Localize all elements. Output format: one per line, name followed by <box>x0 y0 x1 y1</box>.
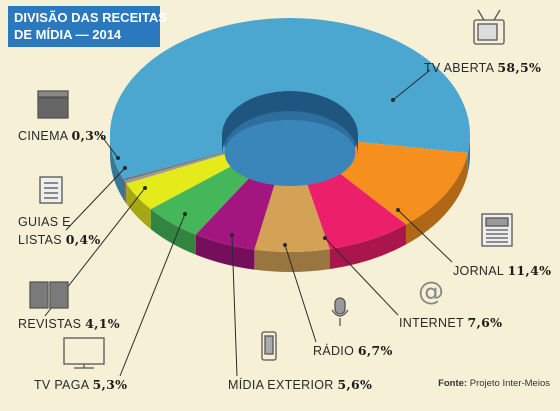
label-guias-e-listas-name-line-1: GUIAS E <box>18 215 71 229</box>
label-guias-e-listas-name-line-2: LISTAS <box>18 233 62 247</box>
category-icons: @ <box>29 9 513 369</box>
slice-tv-aberta <box>110 17 471 179</box>
leader-line-tv-paga <box>119 213 186 377</box>
leader-line-cinema <box>99 133 119 159</box>
label-radio-value: 6,7% <box>357 343 393 358</box>
slice-side-tv-paga <box>150 209 196 255</box>
label-radio: RÁDIO 6,7% <box>313 343 393 358</box>
slice-tv-paga <box>150 162 255 235</box>
slice-jornal <box>333 141 468 225</box>
source-label: Fonte: <box>438 378 468 389</box>
slice-side-cinema <box>123 178 125 201</box>
slice-side-tv-aberta <box>467 135 470 173</box>
chart-title-line-1: DIVISÃO DAS RECEITAS <box>14 10 167 25</box>
leader-line-jornal <box>397 209 453 263</box>
billboard-icon <box>261 331 277 361</box>
label-guias-e-listas: GUIAS E LISTAS 0,4% <box>18 214 101 249</box>
chart-title: DIVISÃO DAS RECEITAS DE MÍDIA — 2014 <box>8 6 167 47</box>
label-internet: INTERNET 7,6% <box>399 315 502 330</box>
leader-dot-cinema <box>116 156 120 160</box>
label-tv-paga: TV PAGA 5,3% <box>34 377 127 392</box>
slice-side-guias-e-listas <box>124 180 127 204</box>
label-cinema-value: 0,3% <box>71 128 107 143</box>
label-jornal-name: JORNAL <box>453 264 504 278</box>
slice-guias-e-listas <box>124 152 229 184</box>
label-cinema: CINEMA 0,3% <box>18 128 106 143</box>
label-tv-paga-name: TV PAGA <box>34 378 89 392</box>
leader-line-midia-exterior <box>231 234 238 377</box>
slice-r-dio <box>254 177 330 253</box>
leader-dot-internet <box>323 236 327 240</box>
source-note: Fonte: Projeto Inter-Meios <box>438 378 550 389</box>
donut-hole-wall <box>222 91 358 155</box>
at-sign-icon: @ <box>418 277 444 307</box>
leader-dot-tv-aberta <box>391 98 395 102</box>
slice-side-r-dio <box>254 249 330 273</box>
label-internet-value: 7,6% <box>467 315 503 330</box>
leader-dot-midia-exterior <box>230 233 234 237</box>
label-midia-exterior: MÍDIA EXTERIOR 5,6% <box>228 377 372 392</box>
source-text: Projeto Inter-Meios <box>469 378 550 389</box>
notepad-icon <box>39 176 63 204</box>
tv-icon <box>473 9 505 45</box>
newspaper-icon <box>481 213 513 247</box>
slice-cinema <box>123 151 228 181</box>
label-midia-exterior-value: 5,6% <box>337 377 373 392</box>
label-revistas-value: 4,1% <box>85 316 120 331</box>
label-radio-name: RÁDIO <box>313 344 355 358</box>
donut-chart <box>110 17 471 273</box>
label-tv-aberta: TV ABERTA 58,5% <box>424 60 541 75</box>
slice-internet <box>304 168 406 250</box>
svg-text:@: @ <box>418 277 444 307</box>
label-guias-e-listas-value: 0,4% <box>65 232 101 247</box>
label-internet-name: INTERNET <box>399 316 464 330</box>
leader-dot-jornal <box>396 208 400 212</box>
label-revistas: REVISTAS 4,1% <box>18 316 120 331</box>
label-cinema-name: CINEMA <box>18 129 68 143</box>
label-tv-aberta-name: TV ABERTA <box>424 61 494 75</box>
leader-line-radio <box>284 244 317 343</box>
open-book-icon <box>29 281 69 309</box>
clapperboard-icon <box>37 90 69 119</box>
leader-dot-revistas <box>143 186 147 190</box>
slice-m-dia-exterior <box>195 172 277 250</box>
donut-hole-floor <box>224 120 356 186</box>
slice-side-internet <box>329 224 406 270</box>
slice-side-revistas <box>126 183 151 230</box>
flat-tv-icon <box>63 337 105 369</box>
leader-dot-guias-e-listas <box>123 166 127 170</box>
label-tv-paga-value: 5,3% <box>92 377 128 392</box>
leader-dot-radio <box>283 243 287 247</box>
slice-revistas <box>126 153 238 210</box>
slice-side-tv-aberta <box>110 135 124 199</box>
microphone-icon <box>331 297 349 326</box>
label-jornal: JORNAL 11,4% <box>453 263 551 278</box>
label-midia-exterior-name: MÍDIA EXTERIOR <box>228 378 334 392</box>
leader-line-tv-aberta <box>392 69 431 101</box>
slice-side-m-dia-exterior <box>195 234 255 270</box>
chart-title-line-2: DE MÍDIA — 2014 <box>14 27 122 42</box>
label-tv-aberta-value: 58,5% <box>497 60 542 75</box>
label-revistas-name: REVISTAS <box>18 317 82 331</box>
leader-line-guias-e-listas <box>65 167 126 231</box>
leader-dot-tv-paga <box>183 212 187 216</box>
label-jornal-value: 11,4% <box>507 263 552 278</box>
leader-lines <box>44 69 453 377</box>
slice-side-jornal <box>405 152 468 245</box>
leader-line-internet <box>324 237 399 316</box>
